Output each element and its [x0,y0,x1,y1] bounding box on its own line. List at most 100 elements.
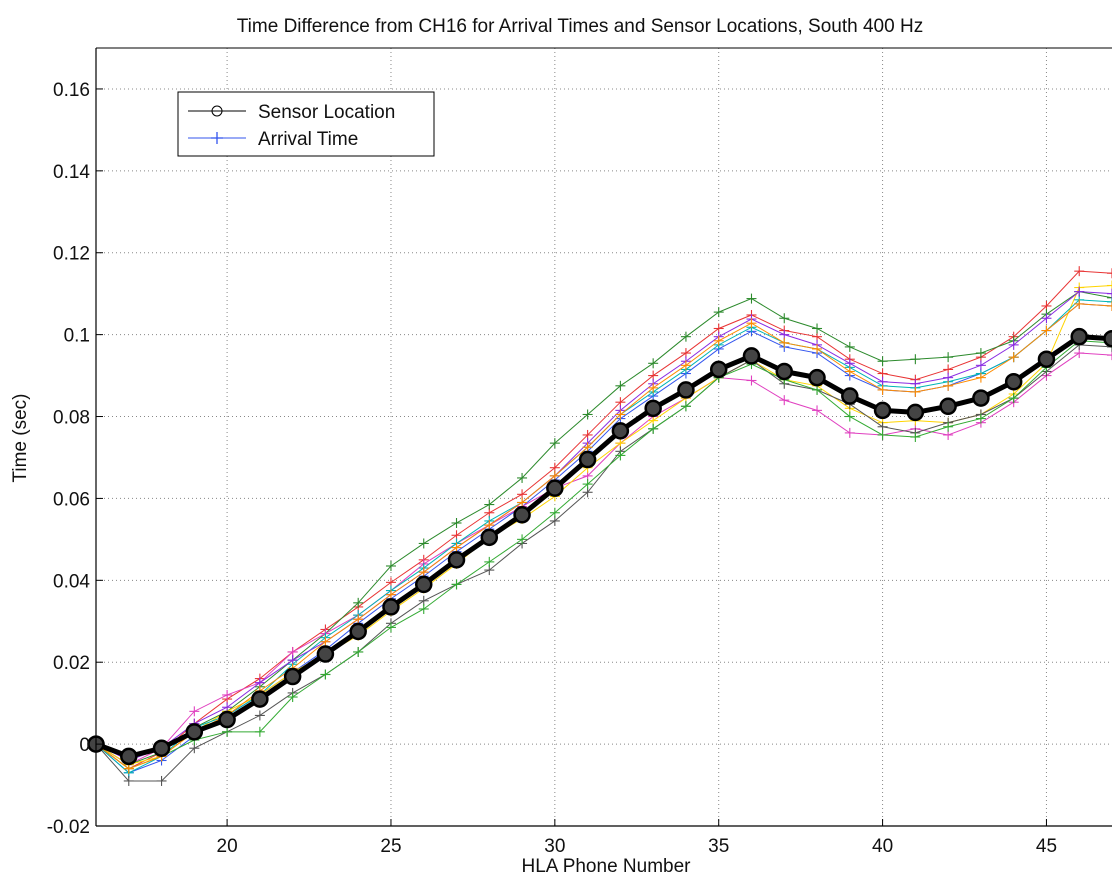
y-tick-label: -0.02 [47,817,90,838]
y-tick-label: 0.12 [53,244,90,265]
legend-sensor-label: Sensor Location [258,102,395,123]
arrival-point [844,366,855,377]
arrival-point [385,622,396,633]
arrival-point [484,556,495,567]
arrival-point [812,384,823,395]
arrival-point [320,669,331,680]
y-tick-label: 0.1 [64,326,90,347]
sensor-location-point [283,667,302,686]
arrival-point [877,384,888,395]
arrival-series [91,286,1112,770]
arrival-point [746,375,757,386]
arrival-point [1041,313,1052,324]
x-tick-label: 30 [544,836,565,857]
y-tick-label: 0.16 [53,80,90,101]
sensor-location-point [120,747,138,766]
arrival-point [615,450,626,461]
arrival-point [877,356,888,367]
arrival-line [95,284,1112,766]
arrival-point [1074,286,1085,297]
sensor-location-point [775,362,794,381]
arrival-point [418,538,429,549]
arrival-point [517,472,528,483]
arrival-point [910,354,921,365]
arrival-point [713,335,724,346]
arrival-point [484,520,495,531]
arrival-series [91,298,1112,774]
arrival-point [123,775,134,786]
x-tick-label: 25 [380,836,401,857]
sensor-location-point [414,575,433,594]
x-tick-label: 35 [708,836,729,857]
legend-arrival-marker [211,132,223,144]
arrival-point [615,409,626,420]
arrival-point [943,352,954,363]
arrival-point [222,689,233,700]
arrival-point [353,646,364,657]
arrival-point [582,479,593,490]
arrival-point [680,331,691,342]
x-axis-label: HLA Phone Number [522,856,692,877]
arrival-point [812,323,823,334]
arrival-line [95,291,1112,766]
axes [95,47,1112,827]
arrival-point [484,499,495,510]
chart-title: Time Difference from CH16 for Arrival Ti… [237,16,923,37]
arrival-point [1008,393,1019,404]
arrival-point [975,348,986,359]
sensor-location-point [677,381,695,399]
y-tick-label: 0.04 [53,571,90,592]
arrival-point [975,360,986,371]
sensor-location-point [251,690,269,708]
sensor-location-series [87,327,1112,766]
sensor-location-point [218,710,236,729]
arrival-point [418,603,429,614]
sensor-location-point [1037,350,1056,368]
arrival-point [975,372,986,383]
grid-lines [96,48,1112,826]
arrival-point [385,560,396,571]
sensor-location-point [709,360,728,379]
arrival-point [975,413,986,424]
arrival-line [95,299,1112,774]
arrival-series [91,335,1112,774]
arrival-point [1107,288,1112,299]
arrival-point [353,597,364,608]
arrival-point [877,429,888,440]
sensor-location-point [382,598,400,616]
y-tick-label: 0.14 [53,162,90,183]
arrival-point [418,567,429,578]
sensor-location-point [1004,372,1023,391]
y-tick-label: 0.06 [53,489,90,510]
arrival-point [320,636,331,647]
arrival-point [680,401,691,412]
arrival-point [1041,325,1052,336]
legend-box [177,91,435,157]
arrival-point [746,318,757,329]
arrival-point [844,341,855,352]
arrival-point [648,382,659,393]
sensor-location-point [808,368,826,387]
arrival-point [910,432,921,442]
arrival-point [254,710,265,721]
arrival-point [123,763,134,774]
sensor-location-point [873,401,892,420]
sensor-location-point [644,399,662,418]
arrival-point [812,405,823,416]
x-tick-label: 20 [217,836,238,857]
legend: Sensor Location Arrival Time [177,91,435,157]
sensor-location-point [906,403,925,422]
arrival-point [812,343,823,354]
sensor-location-point [578,450,597,469]
arrival-point [549,507,560,518]
legend-arrival-label: Arrival Time [258,129,358,150]
sensor-location-point [611,422,630,440]
arrival-point [549,470,560,481]
sensor-location-point [152,739,171,757]
arrival-series [91,339,1112,786]
arrival-point [713,307,724,318]
arrival-point [353,614,364,625]
y-tick-label: 0 [79,735,90,756]
y-tick-label: 0.08 [53,408,90,429]
y-axis-label: Time (sec) [10,393,31,482]
